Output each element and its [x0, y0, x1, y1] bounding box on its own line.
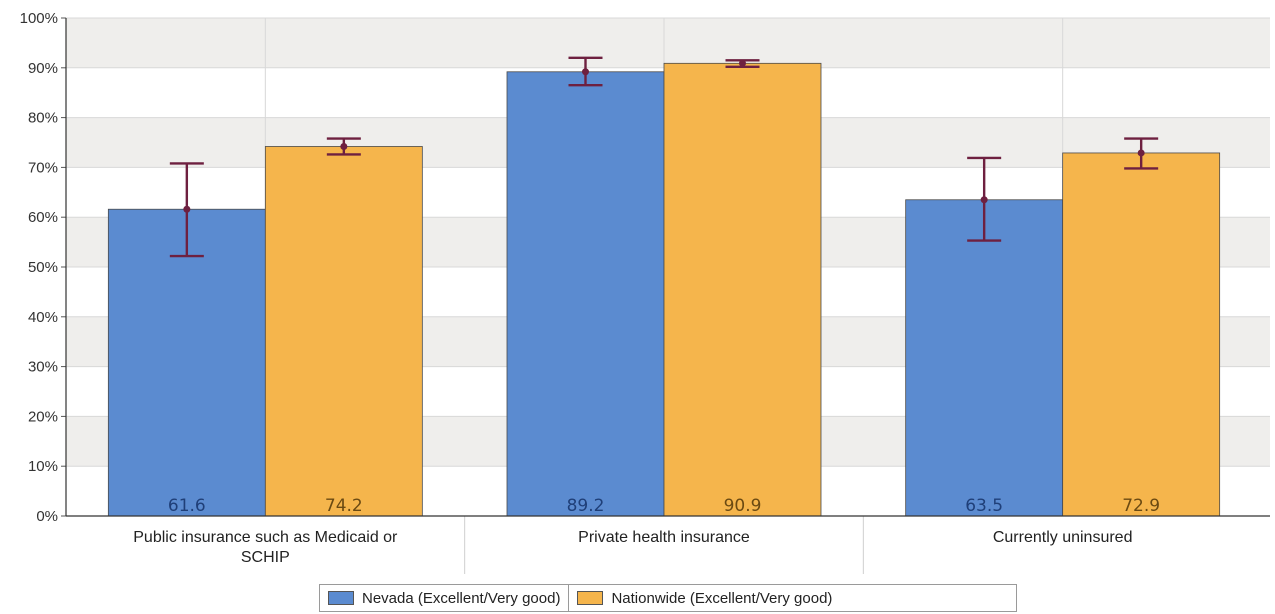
error-bar-point: [1137, 149, 1145, 157]
legend-label-nationwide: Nationwide (Excellent/Very good): [611, 589, 833, 607]
data-label: 63.5: [965, 496, 1003, 516]
y-tick-label: 20%: [28, 408, 58, 425]
category-labels: Public insurance such as Medicaid or SCHI…: [133, 529, 1132, 566]
data-label: 90.9: [724, 496, 762, 516]
error-bars: [169, 56, 1159, 258]
legend-swatch-nationwide: [577, 591, 604, 605]
error-bar-point: [582, 68, 589, 76]
y-tick-label: 0%: [36, 508, 58, 525]
y-tick-label: 30%: [28, 359, 58, 376]
y-tick-label: 80%: [28, 110, 58, 127]
y-tick-label: 90%: [28, 60, 58, 77]
x-category-label: Private health insurance: [578, 529, 750, 546]
y-tick-label: 50%: [28, 259, 58, 276]
bar-nationwide: [264, 146, 423, 517]
y-tick-label: 70%: [28, 159, 58, 176]
error-bar-point: [739, 59, 746, 67]
bar-nevada: [506, 71, 665, 517]
x-category-label: Currently uninsured: [993, 529, 1133, 546]
data-label: 74.2: [325, 496, 363, 516]
y-tick-label: 10%: [28, 458, 58, 475]
data-label: 72.9: [1122, 496, 1160, 516]
legend-swatch-nevada: [328, 591, 354, 605]
error-bar-point: [340, 142, 348, 150]
legend-item-nationwide: Nationwide (Excellent/Very good): [568, 585, 840, 611]
legend-label-nevada: Nevada (Excellent/Very good): [362, 589, 561, 607]
y-tick-label: 100%: [20, 10, 58, 27]
data-label: 61.6: [168, 496, 206, 516]
y-tick-label: 60%: [28, 209, 58, 226]
bars: [107, 62, 1221, 517]
error-bar-point: [183, 205, 191, 213]
x-category-label: SCHIP: [241, 549, 290, 566]
error-bar-point: [980, 196, 988, 204]
legend-item-nevada: Nevada (Excellent/Very good): [320, 585, 568, 611]
y-tick-label: 40%: [28, 309, 58, 326]
legend: Nevada (Excellent/Very good) Nationwide …: [319, 584, 1017, 612]
data-label: 89.2: [567, 496, 605, 516]
bar-nevada: [905, 199, 1064, 517]
grid-band: [66, 18, 1270, 68]
x-category-label: Public insurance such as Medicaid or: [133, 529, 398, 546]
bar-nationwide: [663, 62, 822, 517]
axes: [65, 18, 1270, 574]
bar-nevada: [107, 208, 266, 517]
y-axis-ticks: 0% 10% 20% 30% 40% 50% 60% 70% 80% 90% 100%: [20, 10, 66, 525]
bar-nationwide: [1062, 152, 1221, 517]
data-labels: 61.6 74.2 89.2 90.9 63.5 72.9: [168, 496, 1160, 516]
